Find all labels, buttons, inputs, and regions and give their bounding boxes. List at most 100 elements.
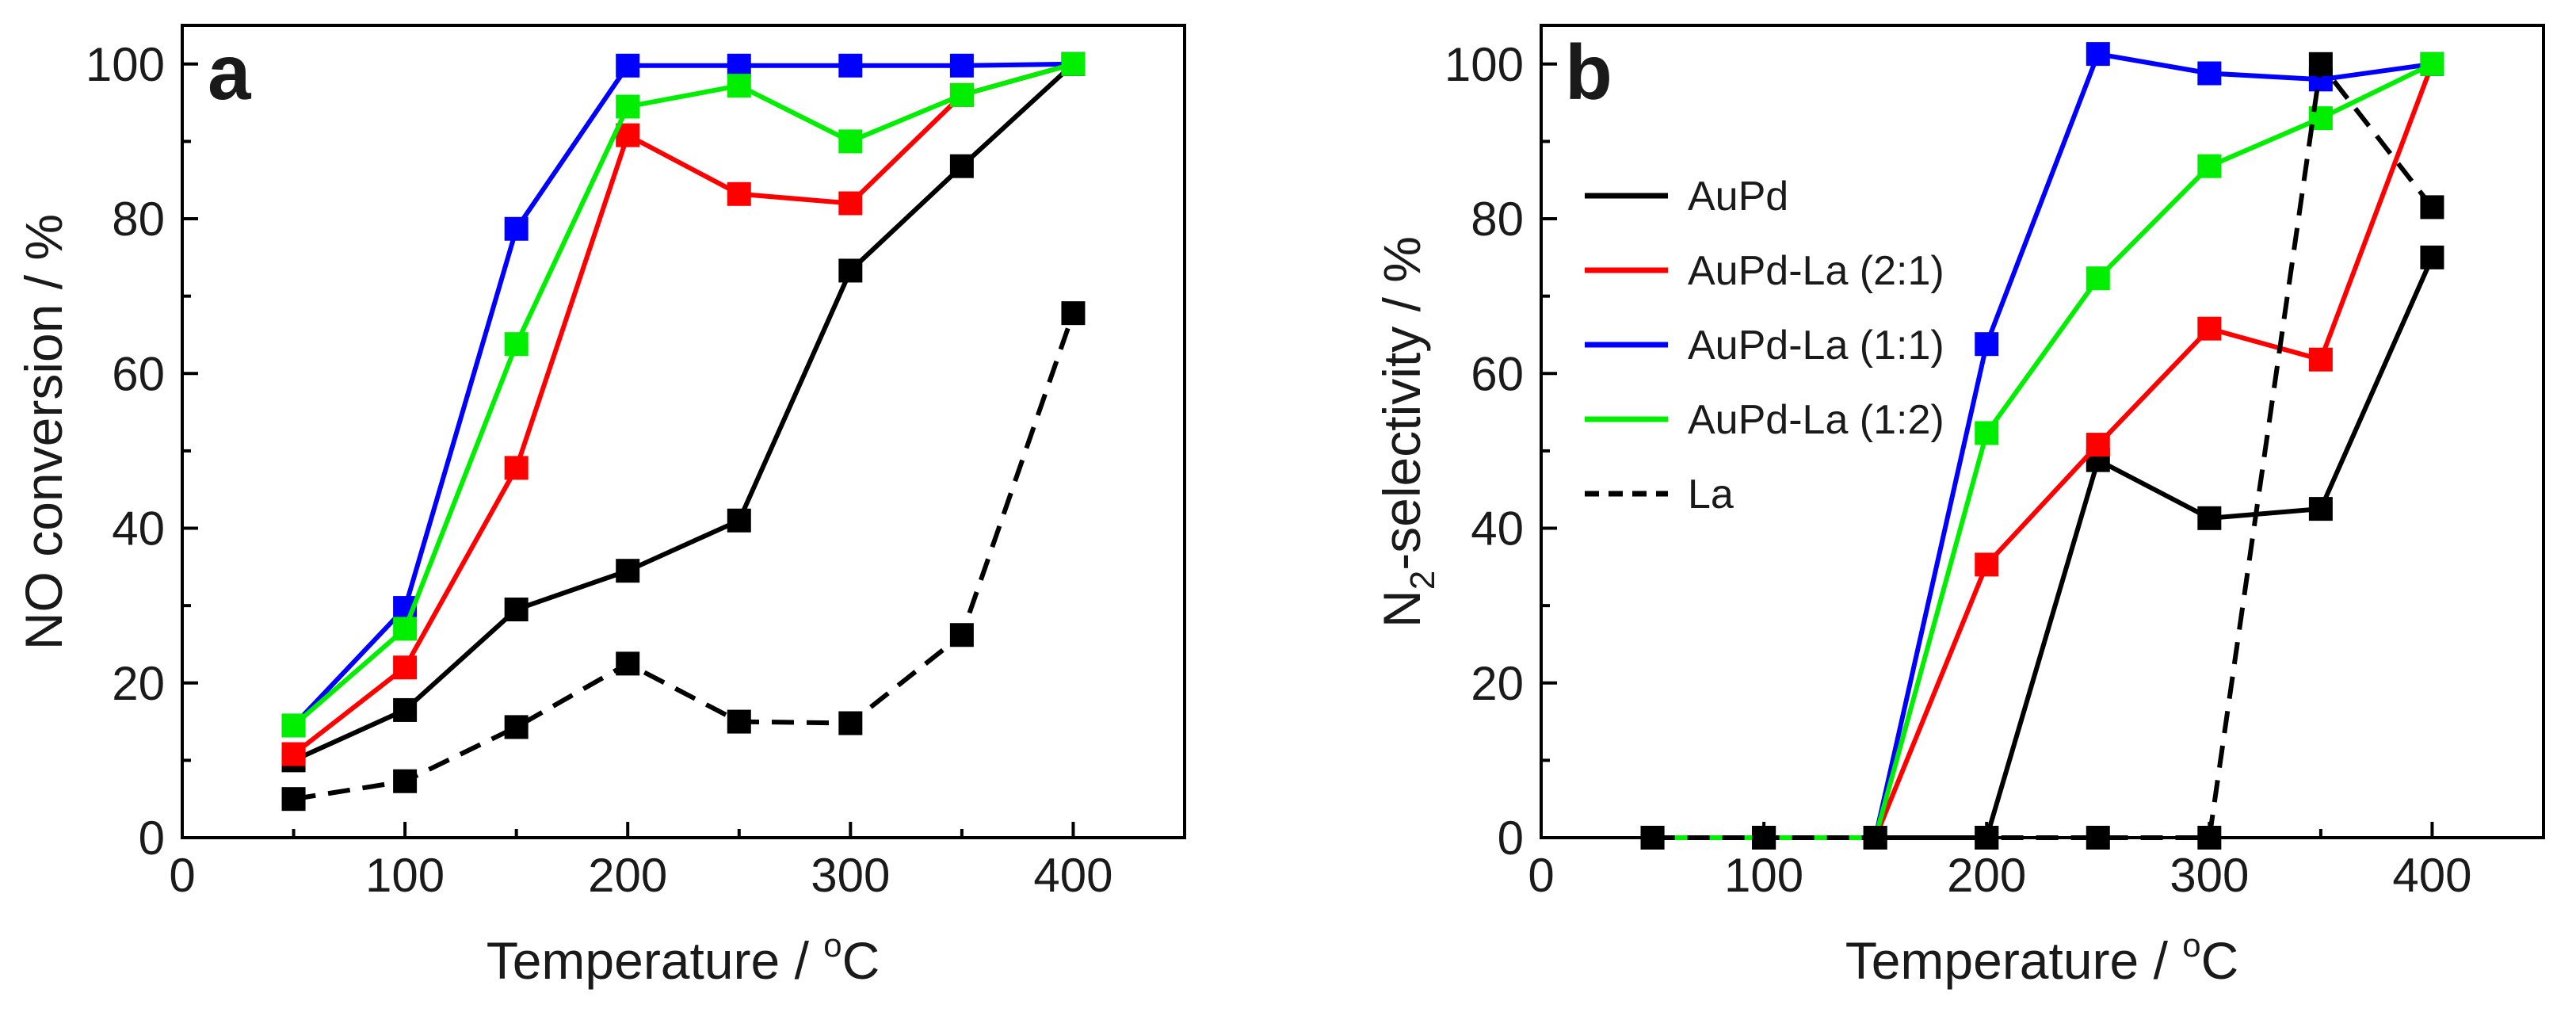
data-point-aupd-la-1-2-b bbox=[2086, 266, 2110, 291]
data-point-aupd-la-2-1-a bbox=[838, 191, 863, 216]
data-point-la-a bbox=[1061, 301, 1086, 326]
data-point-la-a bbox=[504, 715, 529, 739]
data-point-aupd-la-1-1-a bbox=[727, 53, 751, 78]
panel-b: 0 100 200 300 400 0 20 40 60 80 100 b Temperature … bbox=[1372, 24, 2545, 990]
x-tick-label-a: 0 bbox=[169, 849, 195, 902]
data-point-aupd-la-1-2-a bbox=[504, 332, 529, 357]
data-point-aupd-la-1-2-a bbox=[1061, 52, 1086, 76]
data-point-aupd-la-1-1-a bbox=[949, 53, 974, 78]
data-point-la-b bbox=[2308, 52, 2333, 76]
data-point-aupd-la-2-1-b bbox=[2086, 433, 2110, 457]
legend-label-la: La bbox=[1688, 472, 1734, 518]
data-point-aupd-a bbox=[504, 598, 529, 622]
data-point-la-a bbox=[281, 787, 306, 812]
data-point-la-a bbox=[727, 709, 751, 734]
data-point-la-b bbox=[2420, 195, 2444, 220]
series-line-la-a bbox=[293, 312, 1076, 802]
data-point-la-b bbox=[1640, 826, 1665, 850]
data-point-aupd-la-1-1-b bbox=[1975, 332, 1999, 357]
y-tick-label-b: 80 bbox=[1471, 193, 1524, 246]
y-tick-label-b: 60 bbox=[1471, 347, 1524, 400]
series-line-aupd-la-2-1-a bbox=[292, 61, 1074, 756]
y-axis-title-b: N2-selectivity / % bbox=[1372, 236, 1442, 628]
x-tick-label-b: 100 bbox=[1724, 849, 1803, 902]
series-b bbox=[1640, 42, 2444, 850]
y-tick-label-a: 100 bbox=[86, 38, 165, 91]
x-tick-label-a: 300 bbox=[811, 849, 890, 902]
y-tick-label-b: 0 bbox=[1498, 812, 1524, 865]
data-point-aupd-la-1-2-b bbox=[2197, 154, 2222, 178]
plot-frame-a bbox=[181, 24, 1186, 839]
y-tick-label-b: 40 bbox=[1471, 502, 1524, 556]
series-line-aupd-la-1-2-a bbox=[292, 61, 1074, 728]
data-point-aupd-a bbox=[616, 559, 640, 583]
data-point-aupd-la-1-2-a bbox=[281, 713, 306, 738]
data-point-aupd-la-1-2-b bbox=[1975, 421, 1999, 445]
data-point-aupd-la-1-2-a bbox=[838, 129, 863, 154]
data-point-aupd-la-1-1-b bbox=[2086, 42, 2110, 67]
series-line-aupd-la-1-1-a bbox=[292, 61, 1074, 728]
x-tick-label-b: 300 bbox=[2170, 849, 2249, 902]
data-point-aupd-la-2-1-b bbox=[2197, 316, 2222, 341]
data-point-la-b bbox=[2086, 826, 2110, 850]
data-point-aupd-la-1-2-a bbox=[949, 82, 974, 107]
data-point-aupd-la-2-1-a bbox=[393, 655, 418, 680]
data-point-aupd-a bbox=[838, 258, 863, 283]
series-a bbox=[281, 52, 1086, 812]
data-point-aupd-a bbox=[727, 508, 751, 533]
series-line-la-b bbox=[1652, 61, 2434, 840]
series-line-aupd-la-1-2-b bbox=[1652, 62, 2433, 840]
data-point-aupd-la-1-1-a bbox=[616, 53, 640, 78]
y-tick-label-b: 20 bbox=[1471, 657, 1524, 710]
x-tick-label-a: 400 bbox=[1033, 849, 1112, 902]
y-tick-label-a: 60 bbox=[112, 347, 165, 400]
y-tick-label-a: 80 bbox=[112, 193, 165, 246]
data-point-la-b bbox=[1863, 826, 1887, 850]
data-point-aupd-la-2-1-b bbox=[2308, 347, 2333, 372]
x-tick-label-a: 200 bbox=[588, 849, 667, 902]
x-axis-title-b: Temperature / oC bbox=[1845, 926, 2239, 990]
series-line-aupd-la-1-1-b bbox=[1652, 52, 2433, 840]
legend-label-aupd-la-2-1: AuPd-La (2:1) bbox=[1688, 248, 1944, 294]
data-point-aupd-la-2-1-a bbox=[281, 742, 306, 766]
data-point-aupd-la-1-1-a bbox=[838, 53, 863, 78]
x-axis-title-a: Temperature / oC bbox=[487, 926, 880, 990]
data-point-aupd-la-1-1-b bbox=[2197, 61, 2222, 86]
y-tick-label-a: 20 bbox=[112, 657, 165, 710]
x-tick-label-b: 200 bbox=[1947, 849, 2026, 902]
data-point-aupd-la-1-2-b bbox=[2420, 52, 2444, 76]
data-point-la-b bbox=[2197, 826, 2222, 850]
panel-a: 0 100 200 300 400 0 20 40 60 80 100 a Temperature … bbox=[14, 24, 1186, 990]
y-axis-title-a: NO conversion / % bbox=[14, 214, 73, 650]
data-point-aupd-b bbox=[2308, 497, 2333, 521]
data-point-aupd-b bbox=[2197, 506, 2222, 530]
legend: AuPd AuPd-La (2:1) AuPd-La (1:1) AuPd-La (1… bbox=[1585, 174, 1944, 518]
data-point-aupd-a bbox=[949, 154, 974, 178]
data-point-aupd-la-1-2-a bbox=[393, 617, 418, 641]
panel-letter-a: a bbox=[208, 29, 252, 116]
data-point-aupd-la-1-1-a bbox=[504, 216, 529, 241]
data-point-aupd-la-2-1-a bbox=[727, 181, 751, 206]
legend-label-aupd-la-1-2: AuPd-La (1:2) bbox=[1688, 397, 1944, 443]
x-tick-label-b: 0 bbox=[1528, 849, 1554, 902]
ticks-a: 0 100 200 300 400 0 20 40 60 80 100 bbox=[86, 38, 1113, 902]
y-tick-label-b: 100 bbox=[1444, 38, 1524, 91]
data-point-aupd-la-2-1-a bbox=[504, 456, 529, 480]
panel-letter-b: b bbox=[1565, 29, 1612, 116]
ticks-b: 0 100 200 300 400 0 20 40 60 80 100 bbox=[1444, 38, 2472, 902]
data-point-aupd-a bbox=[393, 697, 418, 722]
data-point-aupd-la-1-2-a bbox=[727, 74, 751, 98]
series-line-aupd-a bbox=[292, 62, 1075, 763]
y-tick-label-a: 40 bbox=[112, 502, 165, 556]
legend-label-aupd-la-1-1: AuPd-La (1:1) bbox=[1688, 323, 1944, 369]
x-tick-label-a: 100 bbox=[365, 849, 445, 902]
x-tick-label-b: 400 bbox=[2392, 849, 2471, 902]
data-point-la-a bbox=[393, 769, 418, 793]
data-point-la-b bbox=[1752, 826, 1776, 850]
data-point-la-a bbox=[949, 623, 974, 647]
data-point-la-b bbox=[1975, 826, 1999, 850]
data-point-aupd-b bbox=[2420, 245, 2444, 269]
data-point-aupd-la-2-1-b bbox=[1975, 552, 1999, 577]
data-point-la-a bbox=[616, 651, 640, 676]
